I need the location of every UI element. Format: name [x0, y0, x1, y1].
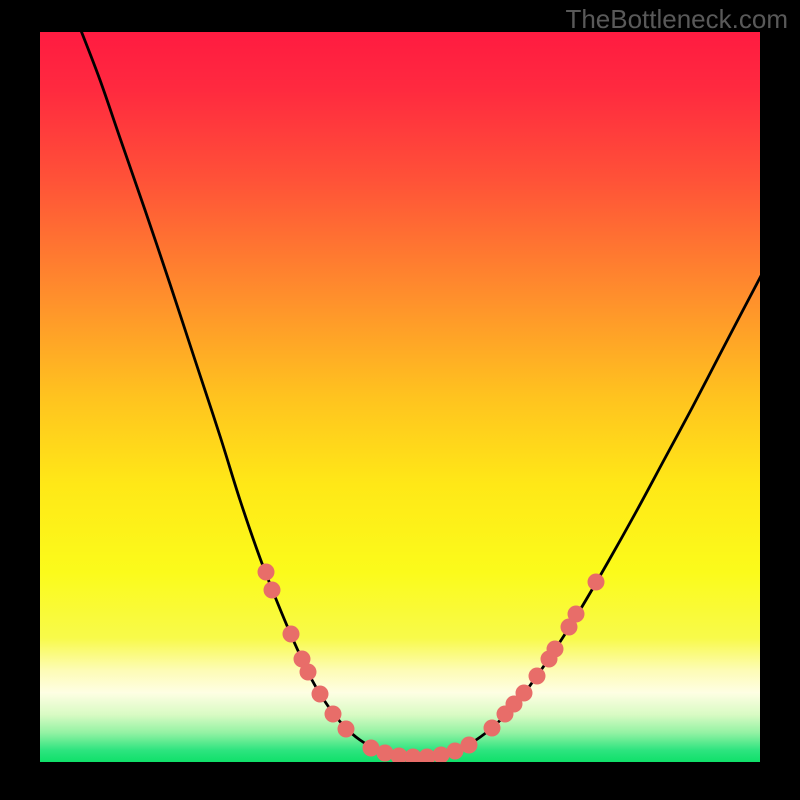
data-marker: [312, 686, 329, 703]
data-marker: [547, 641, 564, 658]
data-marker: [264, 582, 281, 599]
data-marker: [529, 668, 546, 685]
data-marker: [588, 574, 605, 591]
data-marker: [484, 720, 501, 737]
data-marker: [568, 606, 585, 623]
data-marker: [300, 664, 317, 681]
data-marker: [338, 721, 355, 738]
data-marker: [258, 564, 275, 581]
data-marker: [325, 706, 342, 723]
data-marker: [461, 737, 478, 754]
figure-root: TheBottleneck.com: [0, 0, 800, 800]
chart-svg: [0, 0, 800, 800]
data-marker: [377, 745, 394, 762]
data-marker: [283, 626, 300, 643]
data-marker: [516, 685, 533, 702]
watermark-text: TheBottleneck.com: [565, 4, 788, 35]
plot-area-gradient: [40, 32, 760, 762]
